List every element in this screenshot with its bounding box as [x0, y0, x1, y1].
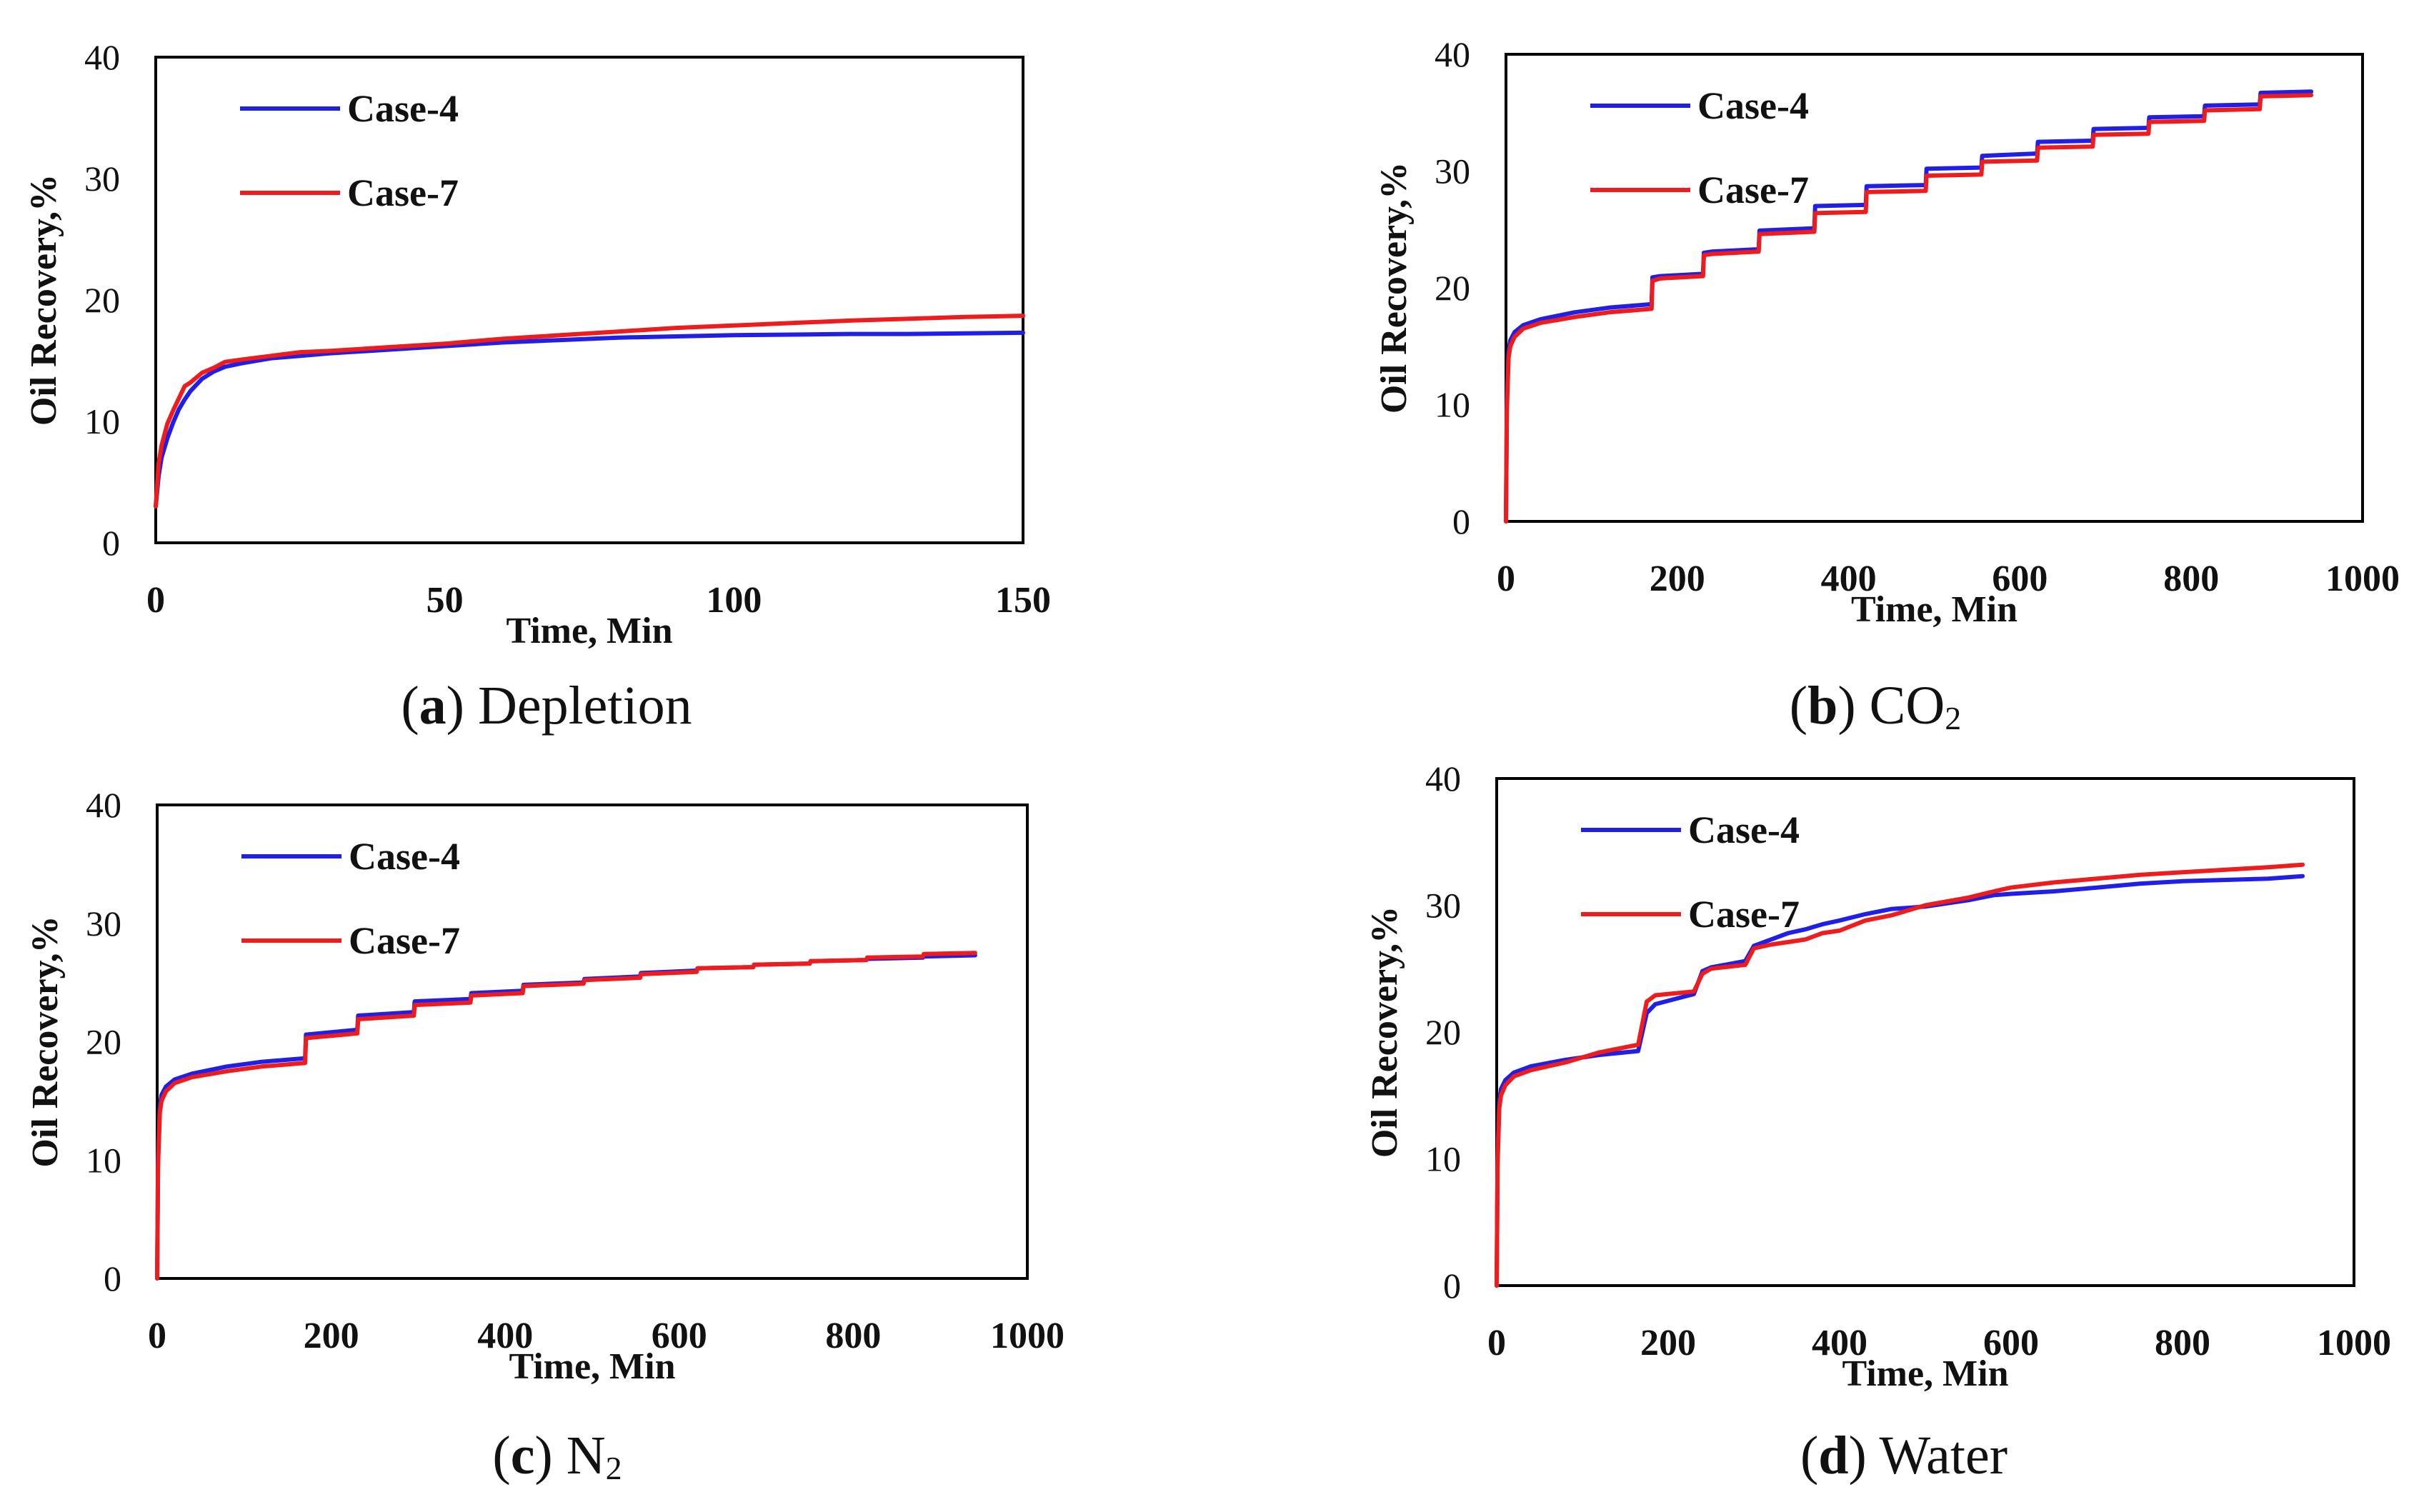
x-axis-title: Time, Min	[1842, 1353, 2008, 1394]
x-tick-label: 200	[1640, 1323, 1696, 1363]
x-tick-label: 800	[825, 1316, 881, 1356]
series-line-case-4	[1495, 873, 2305, 1288]
x-tick-label: 400	[477, 1316, 533, 1356]
x-tick-label: 50	[427, 580, 464, 621]
caption-subscript: 2	[605, 1450, 622, 1486]
y-tick-label: 40	[1425, 758, 1461, 798]
x-tick-label: 800	[2155, 1323, 2210, 1363]
x-tick-label: 200	[304, 1316, 359, 1356]
y-tick-label: 20	[86, 1022, 121, 1062]
x-tick-label: 400	[1821, 559, 1877, 599]
caption-text: N	[566, 1426, 606, 1486]
y-axis-title: Oil Recovery,%	[24, 174, 64, 426]
legend-label-case-4: Case-4	[1697, 84, 1809, 127]
series-line-case-7	[154, 314, 1025, 509]
y-tick-label: 40	[84, 37, 120, 77]
series-line-case-7	[155, 951, 977, 1281]
caption-letter: c	[510, 1426, 535, 1486]
caption-subscript: 2	[1945, 700, 1962, 736]
y-tick-label: 20	[84, 280, 120, 320]
caption-text: CO	[1869, 676, 1945, 736]
legend-label-case-7: Case-7	[349, 919, 460, 962]
plot-area-frame	[1495, 777, 2355, 1287]
y-tick-label: 0	[1443, 1266, 1461, 1306]
x-tick-label: 0	[146, 580, 165, 621]
x-axis-title: Time, Min	[506, 611, 672, 651]
y-tick-label: 20	[1425, 1012, 1461, 1052]
caption-text: Water	[1879, 1426, 2008, 1486]
y-tick-label: 40	[86, 785, 121, 825]
y-tick-label: 20	[1435, 268, 1470, 308]
legend: Case-4 Case-7	[1590, 84, 1809, 211]
y-tick-label: 30	[86, 903, 121, 943]
legend: Case-4 Case-7	[1581, 808, 1800, 936]
plot-area-frame	[154, 56, 1024, 544]
x-tick-label: 400	[1812, 1323, 1867, 1363]
x-tick-label: 600	[652, 1316, 707, 1356]
y-tick-label: 30	[84, 159, 120, 199]
y-axis-title: Oil Recovery,%	[25, 916, 66, 1167]
x-tick-label: 150	[995, 580, 1051, 621]
caption-panel-b: (b) CO2	[1789, 676, 1962, 736]
caption-panel-a: (a) Depletion	[401, 676, 692, 736]
legend: Case-4 Case-7	[241, 835, 460, 962]
legend-label-case-7: Case-7	[1697, 169, 1809, 211]
legend-label-case-4: Case-4	[1688, 808, 1800, 851]
x-tick-label: 1000	[990, 1316, 1064, 1356]
plot-area-frame	[1505, 53, 2364, 523]
x-tick-label: 600	[1983, 1323, 2039, 1363]
y-axis-title: Oil Recovery,%	[1365, 906, 1405, 1158]
x-tick-label: 1000	[2325, 559, 2400, 599]
legend-label-case-7: Case-7	[1688, 893, 1800, 936]
legend-label-case-4: Case-4	[349, 835, 460, 878]
legend-label-case-7: Case-7	[347, 171, 459, 214]
caption-letter: b	[1807, 676, 1838, 736]
chart-panel-a: 0 10 20 30 40 0 50 100 150 Time, Min Oil Recovery,…	[24, 37, 1051, 651]
series-line-case-7	[1504, 93, 2314, 524]
series-line-case-7	[1495, 862, 2305, 1288]
x-axis-title: Time, Min	[509, 1346, 675, 1387]
x-tick-label: 800	[2163, 559, 2219, 599]
y-tick-label: 10	[1435, 385, 1470, 425]
x-tick-label: 1000	[2317, 1323, 2391, 1363]
x-tick-label: 0	[1497, 559, 1515, 599]
caption-text: Depletion	[477, 676, 692, 736]
series-line-case-4	[154, 330, 1025, 509]
caption-letter: a	[419, 676, 447, 736]
caption-panel-c: (c) N2	[492, 1426, 622, 1486]
x-tick-label: 200	[1650, 559, 1705, 599]
y-tick-label: 40	[1435, 34, 1470, 74]
legend: Case-4 Case-7	[240, 87, 459, 214]
y-tick-label: 0	[104, 1258, 121, 1298]
x-axis-title: Time, Min	[1851, 589, 2018, 630]
y-tick-label: 30	[1425, 886, 1461, 926]
y-tick-label: 0	[102, 523, 120, 563]
y-tick-label: 30	[1435, 151, 1470, 191]
x-tick-label: 0	[148, 1316, 166, 1356]
x-tick-label: 100	[706, 580, 762, 621]
y-tick-label: 0	[1452, 501, 1470, 541]
x-tick-label: 0	[1487, 1323, 1506, 1363]
y-tick-label: 10	[1425, 1139, 1461, 1179]
legend-label-case-4: Case-4	[347, 87, 459, 130]
x-tick-label: 600	[1992, 559, 2048, 599]
y-axis-title: Oil Recovery,%	[1374, 162, 1415, 414]
caption-panel-d: (d) Water	[1800, 1426, 2008, 1486]
y-tick-label: 10	[86, 1140, 121, 1180]
y-tick-label: 10	[84, 401, 120, 441]
plot-area-frame	[156, 803, 1029, 1280]
caption-letter: d	[1818, 1426, 1849, 1486]
